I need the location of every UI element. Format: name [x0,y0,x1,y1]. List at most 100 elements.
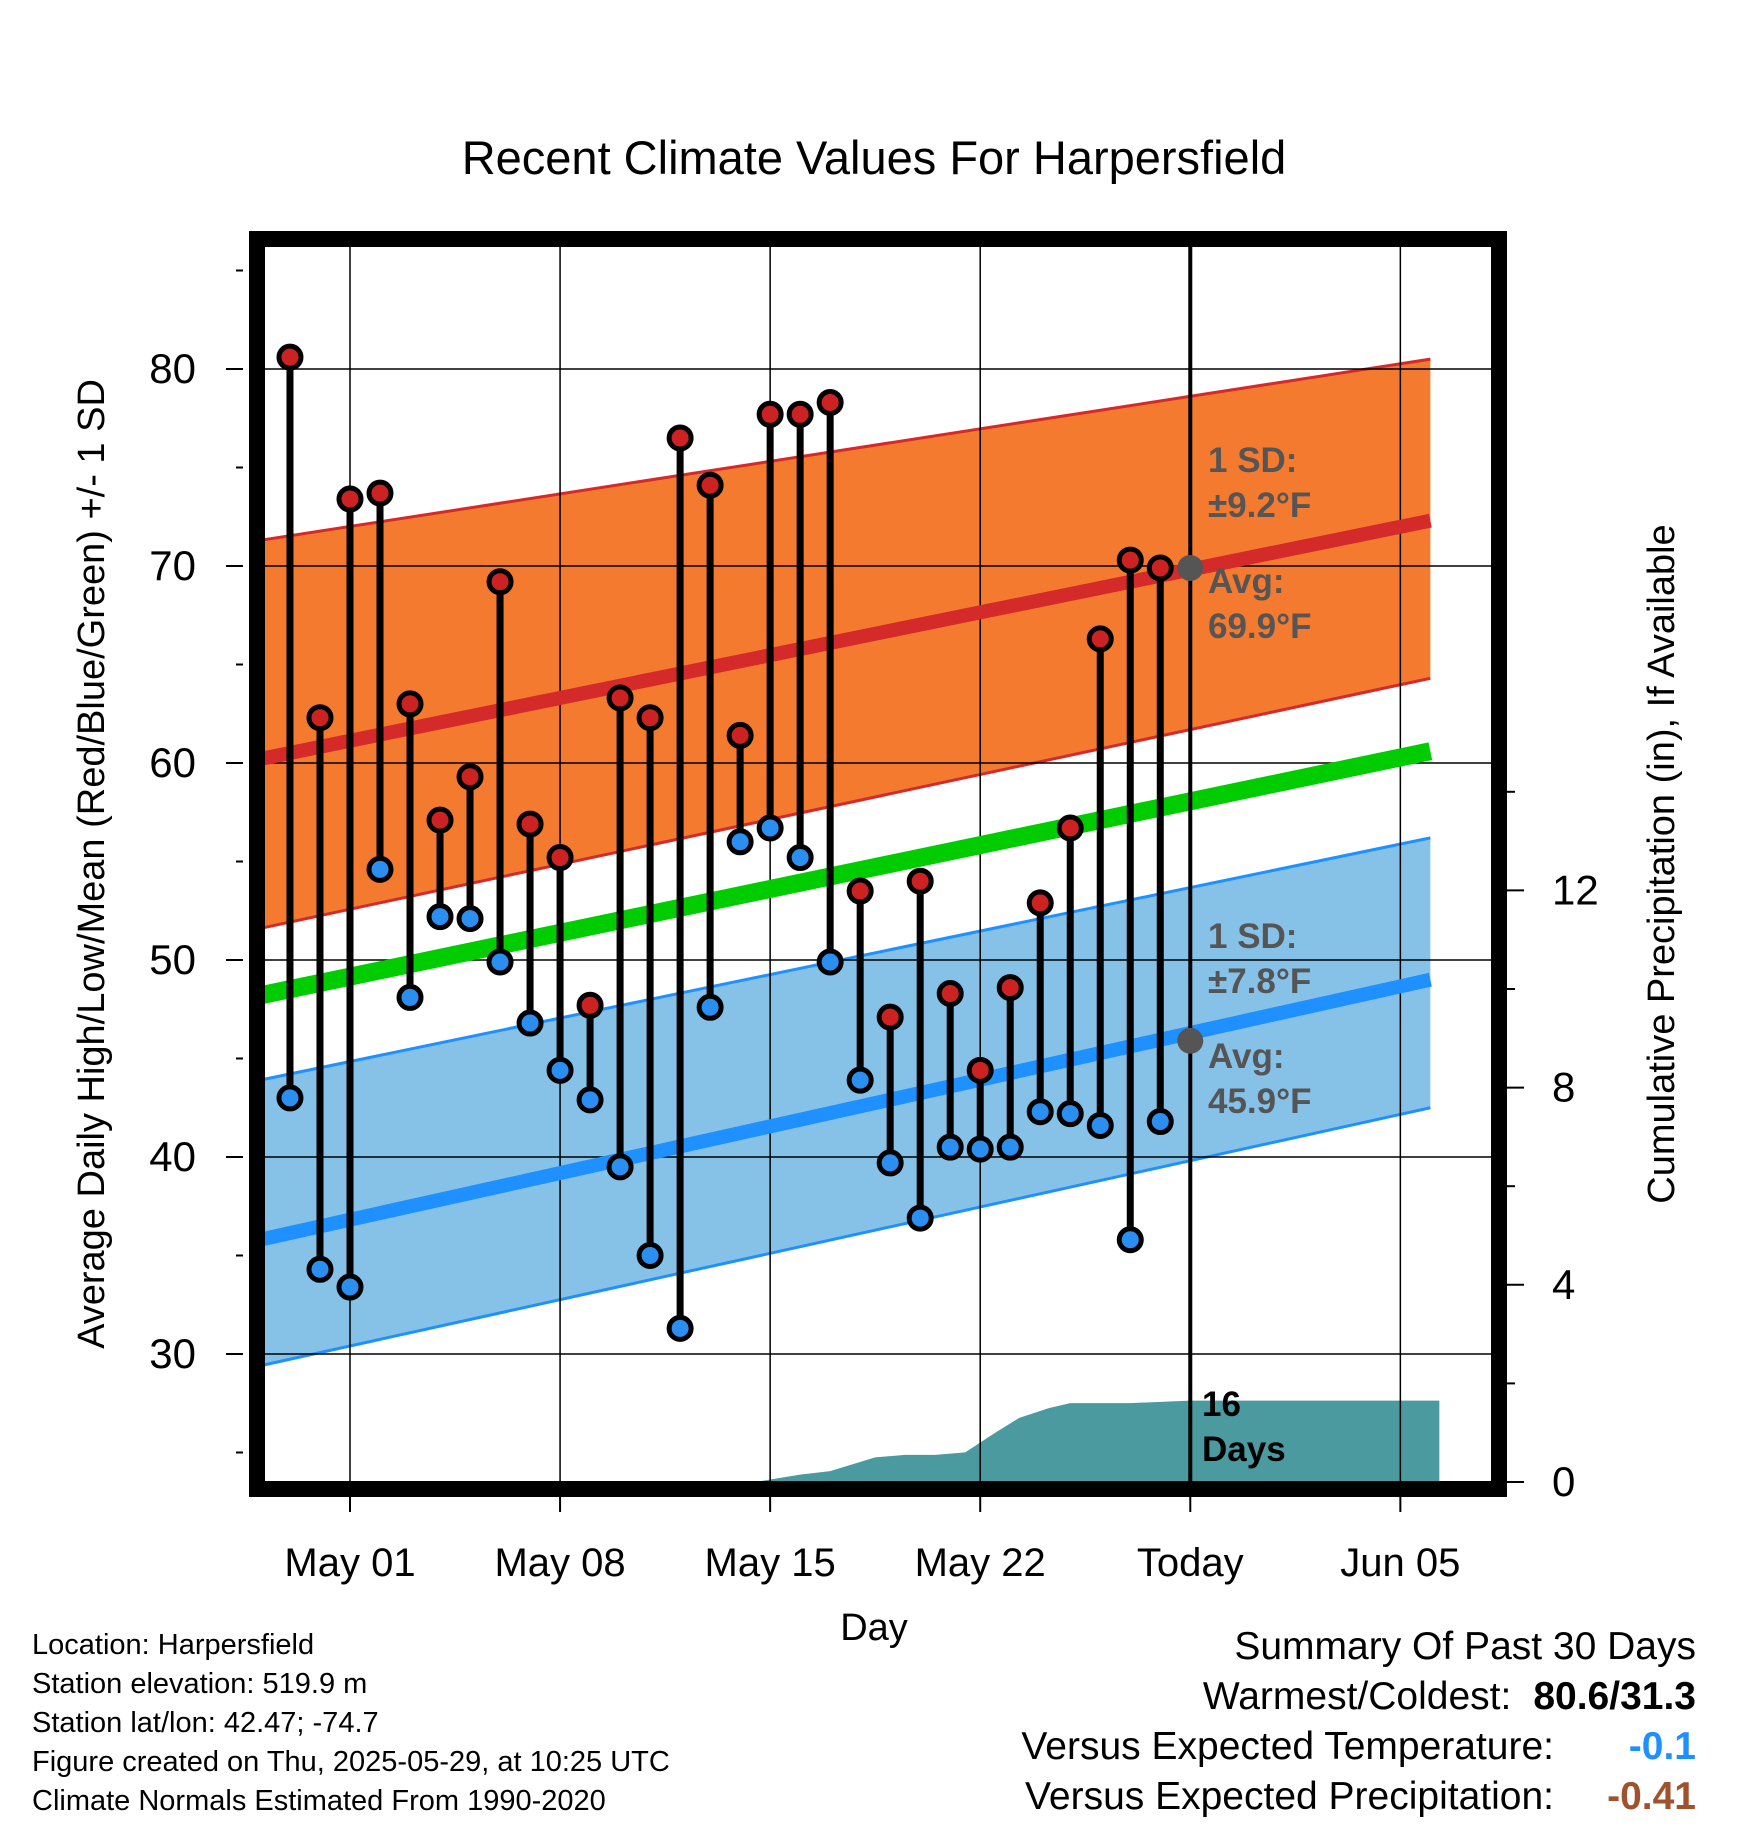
daily-high-point [576,991,604,1019]
summary-warmest-value: 80.6/31.3 [1533,1675,1696,1718]
daily-high-point [996,974,1024,1002]
daily-high-point [966,1056,994,1084]
daily-low-point [936,1133,964,1161]
high-avg-label: Avg: [1208,562,1284,601]
info-normals: Climate Normals Estimated From 1990-2020 [32,1785,606,1817]
low-sd-band [264,837,1431,1365]
high-avg-value: 69.9°F [1208,607,1312,646]
plot-frame [249,231,1507,1497]
high-sd-label: 1 SD: [1208,441,1297,480]
summary-title: Summary Of Past 30 Days [1234,1625,1696,1668]
daily-high-point [516,810,544,838]
x-tick-label: Today [1137,1541,1244,1585]
high-sd-band-upper-edge [264,357,1431,542]
y-tick-label: 70 [149,542,196,589]
y2-tick-label: 8 [1552,1064,1575,1111]
high-sd-band-lower-edge [264,676,1431,930]
daily-low-point [906,1204,934,1232]
info-location: Location: Harpersfield [32,1629,315,1661]
daily-high-point [426,806,454,834]
summary-precip-label: Versus Expected Precipitation: [1025,1775,1554,1818]
daily-low-point [456,905,484,933]
daily-high-point [1026,889,1054,917]
summary-temp-value: -0.1 [1628,1725,1696,1768]
daily-high-point [1086,625,1114,653]
info-latlon: Station lat/lon: 42.47; -74.7 [32,1707,379,1739]
daily-high-point [666,424,694,452]
daily-high-point [396,690,424,718]
daily-high-point [366,479,394,507]
daily-low-point [276,1084,304,1112]
daily-low-point [516,1009,544,1037]
precipitation-area [755,1400,1440,1482]
x-tick-label: May 15 [705,1541,836,1585]
daily-low-point [786,844,814,872]
summary-precip-value: -0.41 [1607,1775,1696,1818]
daily-high-point [306,704,334,732]
daily-low-point [876,1149,904,1177]
y-axis-label: Average Daily High/Low/Mean (Red/Blue/Gr… [71,379,113,1349]
daily-low-point [606,1153,634,1181]
daily-low-point [846,1066,874,1094]
daily-low-point [576,1086,604,1114]
summary-temp-label: Versus Expected Temperature: [1021,1725,1554,1768]
low-sd-value: ±7.8°F [1208,962,1311,1001]
daily-low-point [726,828,754,856]
daily-high-point [636,704,664,732]
daily-low-point [486,948,514,976]
x-axis-label: Day [840,1607,908,1649]
daily-high-point [726,721,754,749]
daily-low-point [966,1135,994,1163]
daily-low-point [696,993,724,1021]
x-tick-label: May 01 [284,1541,415,1585]
daily-low-point [1026,1098,1054,1126]
daily-low-point [756,814,784,842]
daily-high-point [1146,554,1174,582]
y-tick-label: 80 [149,345,196,392]
daily-high-point [696,471,724,499]
daily-low-point [666,1314,694,1342]
daily-low-point [1056,1100,1084,1128]
daily-high-point [816,388,844,416]
y-tick-label: 50 [149,936,196,983]
daily-high-point [336,485,364,513]
daily-low-point [336,1273,364,1301]
x-tick-label: Jun 05 [1340,1541,1460,1585]
daily-low-point [546,1056,574,1084]
daily-high-point [546,844,574,872]
daily-high-point [786,400,814,428]
y2-tick-label: 12 [1552,866,1599,913]
x-tick-label: May 22 [915,1541,1046,1585]
daily-high-point [276,343,304,371]
daily-low-point [396,983,424,1011]
daily-high-point [936,979,964,1007]
info-elevation: Station elevation: 519.9 m [32,1668,368,1700]
precip-days-label: Days [1202,1430,1286,1469]
avg-high-marker [1177,554,1204,581]
daily-high-point [876,1003,904,1031]
station-info: Location: Harpersfield Station elevation… [32,1626,670,1821]
daily-low-point [996,1133,1024,1161]
high-sd-value: ±9.2°F [1208,486,1311,525]
daily-high-point [1116,546,1144,574]
daily-high-point [456,763,484,791]
low-sd-band-upper-edge [264,836,1431,1081]
summary-temp-row: Versus Expected Temperature: -0.1 [1021,1722,1696,1772]
daily-high-point [1056,814,1084,842]
y-tick-label: 60 [149,739,196,786]
daily-high-point [906,867,934,895]
low-avg-label: Avg: [1208,1037,1284,1076]
low-sd-band-lower-edge [264,1106,1431,1367]
avg-high-line [264,513,1432,766]
daily-low-point [426,903,454,931]
low-avg-value: 45.9°F [1208,1082,1312,1121]
avg-low-line [264,972,1432,1247]
info-created: Figure created on Thu, 2025-05-29, at 10… [32,1746,670,1778]
daily-low-point [816,948,844,976]
chart-title: Recent Climate Values For Harpersfield [462,131,1287,184]
y2-axis-label: Cumulative Precipitation (in), If Availa… [1641,524,1683,1203]
y2-tick-label: 4 [1552,1261,1575,1308]
summary-panel: Summary Of Past 30 Days Warmest/Coldest:… [1021,1622,1696,1822]
daily-low-point [636,1242,664,1269]
